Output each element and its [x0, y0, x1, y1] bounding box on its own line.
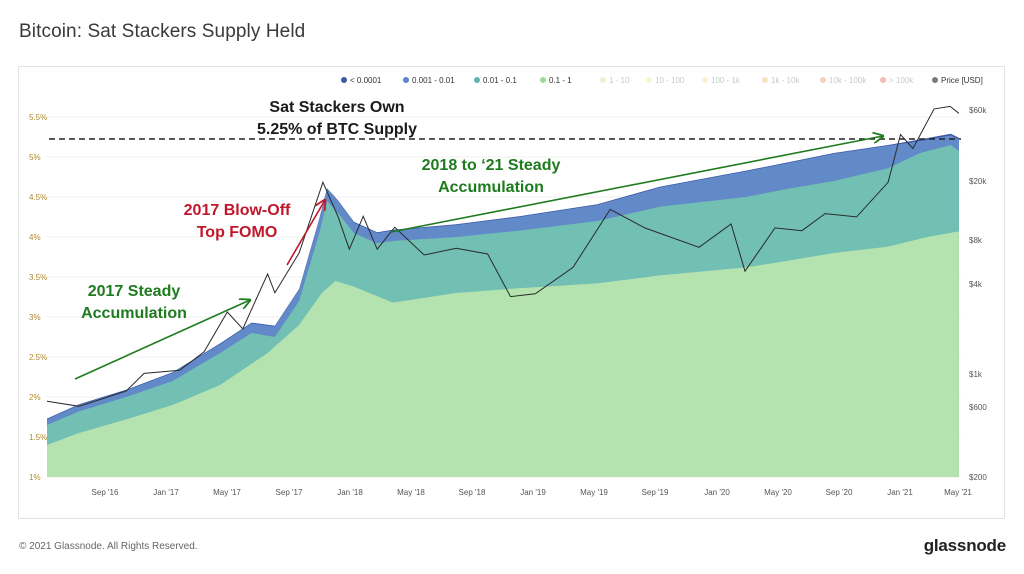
x-tick-label: May '20 — [764, 488, 792, 497]
legend-swatch — [880, 77, 886, 83]
y-left-tick-label: 3.5% — [29, 273, 47, 282]
y-right-tick-label: $60k — [969, 106, 987, 115]
area-series — [47, 133, 959, 478]
y-right-tick-label: $1k — [969, 370, 983, 379]
annotation-1-line-0: 2018 to ‘21 Steady — [422, 157, 561, 174]
x-tick-label: Sep '19 — [642, 488, 669, 497]
y-left-tick-label: 2% — [29, 393, 41, 402]
legend-item[interactable]: 100 - 1k — [702, 76, 741, 85]
legend-label: < 0.0001 — [350, 76, 382, 85]
annotation-3-line-0: 2017 Steady — [88, 283, 181, 300]
annotation-1-line-1: Accumulation — [438, 179, 544, 196]
legend-swatch — [762, 77, 768, 83]
legend-item[interactable]: > 100k — [880, 76, 914, 85]
legend-swatch — [341, 77, 347, 83]
annotation-2-line-1: Top FOMO — [197, 224, 278, 241]
y-left-tick-label: 1.5% — [29, 433, 47, 442]
legend-label: 100 - 1k — [711, 76, 741, 85]
legend-item[interactable]: < 0.0001 — [341, 76, 382, 85]
area-0-1-1 — [47, 231, 959, 477]
annotation-arrow-1 — [390, 136, 883, 233]
legend-swatch — [540, 77, 546, 83]
x-tick-label: Sep '20 — [826, 488, 853, 497]
annotation-0-line-1: 5.25% of BTC Supply — [257, 121, 417, 138]
legend-item[interactable]: Price [USD] — [932, 76, 983, 85]
legend-swatch — [403, 77, 409, 83]
x-tick-label: Sep '17 — [276, 488, 303, 497]
x-tick-label: Sep '18 — [459, 488, 486, 497]
x-tick-label: Jan '21 — [887, 488, 913, 497]
y-right-tick-label: $20k — [969, 177, 987, 186]
annotation-arrow-2 — [286, 200, 325, 266]
copyright-notice: © 2021 Glassnode. All Rights Reserved. — [19, 541, 198, 552]
legend-label: 0.1 - 1 — [549, 76, 572, 85]
y-left-tick-label: 3% — [29, 313, 41, 322]
legend-swatch — [820, 77, 826, 83]
legend-item[interactable]: 1k - 10k — [762, 76, 800, 85]
x-tick-label: Jan '19 — [520, 488, 546, 497]
legend-swatch — [932, 77, 938, 83]
legend-item[interactable]: 0.1 - 1 — [540, 76, 572, 85]
annotation-arrow-3 — [74, 300, 250, 380]
legend-label: 1 - 10 — [609, 76, 630, 85]
legend-label: 0.01 - 0.1 — [483, 76, 517, 85]
y-left-tick-label: 2.5% — [29, 353, 47, 362]
y-axis-right: $200 $600 $1k $4k $8k $20k $60k — [969, 106, 987, 482]
legend-label: 1k - 10k — [771, 76, 800, 85]
legend-item[interactable]: 10 - 100 — [646, 76, 685, 85]
legend-item[interactable]: 1 - 10 — [600, 76, 630, 85]
x-tick-label: Jan '18 — [337, 488, 363, 497]
x-tick-label: May '19 — [580, 488, 608, 497]
legend-label: 10k - 100k — [829, 76, 867, 85]
legend-label: Price [USD] — [941, 76, 983, 85]
y-left-tick-label: 4% — [29, 233, 41, 242]
annotation-2-line-0: 2017 Blow-Off — [184, 202, 291, 219]
x-axis: Sep '16 Jan '17 May '17 Sep '17 Jan '18 May '… — [92, 488, 973, 497]
y-left-tick-label: 5% — [29, 153, 41, 162]
legend-label: 0.001 - 0.01 — [412, 76, 455, 85]
legend-label: 10 - 100 — [655, 76, 685, 85]
y-right-tick-label: $600 — [969, 403, 987, 412]
legend-swatch — [646, 77, 652, 83]
x-tick-label: Jan '17 — [153, 488, 179, 497]
annotation-3-line-1: Accumulation — [81, 305, 187, 322]
legend[interactable]: < 0.0001 0.001 - 0.01 0.01 - 0.1 0.1 - 1 1 -… — [341, 76, 983, 85]
x-tick-label: May '18 — [397, 488, 425, 497]
y-left-tick-label: 5.5% — [29, 113, 47, 122]
x-tick-label: May '21 — [944, 488, 972, 497]
annotation-0-line-0: Sat Stackers Own — [269, 99, 404, 116]
legend-swatch — [702, 77, 708, 83]
legend-item[interactable]: 0.001 - 0.01 — [403, 76, 455, 85]
price-line — [46, 105, 960, 407]
annotations: Sat Stackers Own 5.25% of BTC Supply 2018 … — [81, 99, 560, 322]
x-tick-label: Sep '16 — [92, 488, 119, 497]
glassnode-logo[interactable]: glassnode — [923, 536, 1006, 555]
annotation-arrows — [74, 136, 883, 380]
x-tick-label: Jan '20 — [704, 488, 730, 497]
y-right-tick-label: $8k — [969, 236, 983, 245]
page-title: Bitcoin: Sat Stackers Supply Held — [19, 21, 306, 42]
legend-swatch — [600, 77, 606, 83]
x-tick-label: May '17 — [213, 488, 241, 497]
y-axis-left: 1% 1.5% 2% 2.5% 3% 3.5% 4% 4.5% 5% 5.5% — [29, 113, 47, 482]
y-right-tick-label: $200 — [969, 473, 987, 482]
legend-item[interactable]: 10k - 100k — [820, 76, 867, 85]
y-left-tick-label: 1% — [29, 473, 41, 482]
price-series — [46, 105, 960, 407]
y-left-tick-label: 4.5% — [29, 193, 47, 202]
legend-swatch — [474, 77, 480, 83]
y-right-tick-label: $4k — [969, 280, 983, 289]
legend-item[interactable]: 0.01 - 0.1 — [474, 76, 517, 85]
legend-label: > 100k — [889, 76, 914, 85]
